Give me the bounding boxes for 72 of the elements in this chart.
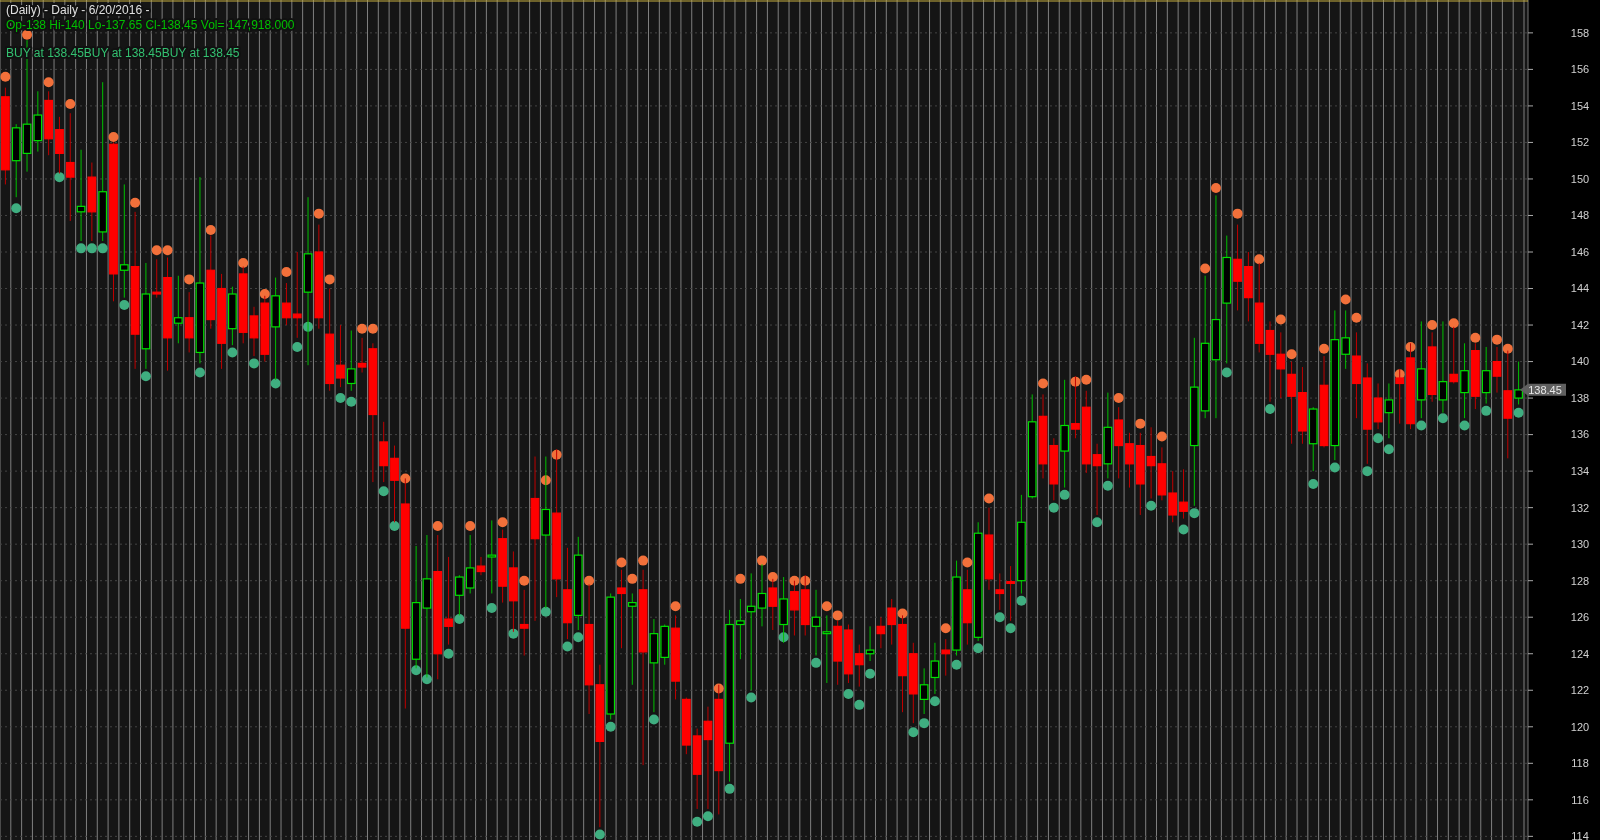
candlestick [1092, 443, 1102, 516]
candlestick [995, 572, 1005, 611]
candlestick [930, 642, 940, 695]
candlestick [1168, 470, 1178, 523]
chart-title: (Daily) - Daily - 6/20/2016 - [6, 3, 150, 17]
candlestick [1233, 224, 1242, 311]
candlestick [1492, 346, 1502, 394]
candlestick [465, 534, 475, 594]
candlestick [703, 706, 713, 810]
y-tick-label: 150 [1570, 172, 1590, 185]
y-tick-label: 122 [1570, 684, 1590, 697]
candlestick [746, 572, 756, 691]
y-tick-label: 158 [1570, 26, 1590, 39]
candlestick [282, 282, 291, 326]
candlestick [865, 625, 875, 662]
candlestick [1373, 382, 1383, 430]
candlestick [292, 251, 302, 339]
candlestick [119, 183, 129, 299]
candlestick [379, 421, 389, 483]
candlestick [617, 569, 626, 649]
y-tick-label: 120 [1570, 720, 1590, 733]
y-tick-label: 126 [1570, 611, 1590, 624]
y-tick-label: 152 [1570, 136, 1590, 149]
candlestick [173, 275, 183, 344]
candlestick [444, 556, 453, 646]
candlestick [941, 638, 951, 677]
y-tick-label: 132 [1570, 501, 1590, 514]
y-tick-label: 130 [1570, 538, 1590, 551]
candlestick [249, 306, 259, 357]
candlestick [736, 598, 745, 660]
candlestick [1341, 309, 1351, 370]
candlestick [1276, 331, 1286, 399]
y-tick-label: 146 [1570, 245, 1590, 258]
candlestick [919, 667, 929, 715]
candlestick [1438, 320, 1448, 414]
candlestick [1384, 382, 1394, 439]
y-tick-label: 116 [1571, 793, 1589, 806]
candlestick [822, 614, 832, 684]
candlestick [876, 616, 886, 649]
candlestick [1006, 565, 1015, 622]
candlestick [152, 258, 162, 299]
candlestick [336, 324, 345, 388]
text: 138.45 [1528, 383, 1562, 396]
candlestick [519, 589, 529, 657]
candlestick [487, 519, 497, 594]
y-tick-label: 138 [1570, 391, 1590, 404]
y-tick-label: 156 [1570, 63, 1590, 76]
candlestick [811, 589, 821, 657]
y-tick-label: 134 [1570, 464, 1590, 477]
candlestick [1265, 320, 1275, 403]
candlestick [854, 644, 864, 688]
candlestick [476, 556, 486, 576]
candlestick [184, 291, 194, 353]
y-tick-label: 128 [1570, 574, 1590, 587]
candlestick [346, 330, 356, 392]
candlestick [887, 598, 897, 646]
candlestick [1481, 346, 1491, 405]
y-tick-label: 136 [1570, 428, 1590, 441]
y-tick-label: 144 [1570, 282, 1590, 295]
y-tick-label: 148 [1570, 209, 1590, 222]
y-tick-label: 124 [1570, 647, 1590, 660]
candlestick [627, 592, 637, 686]
candlestick [1287, 361, 1296, 445]
y-tick-label: 140 [1570, 355, 1590, 368]
candlestick [1460, 342, 1469, 419]
y-tick-label: 154 [1570, 99, 1590, 112]
y-tick-label: 118 [1571, 757, 1589, 770]
candlestick [1125, 432, 1134, 489]
y-tick-label: 142 [1570, 318, 1590, 331]
candlestick [65, 112, 75, 222]
candlestick [1179, 468, 1188, 520]
y-tick-label: 114 [1571, 830, 1589, 840]
